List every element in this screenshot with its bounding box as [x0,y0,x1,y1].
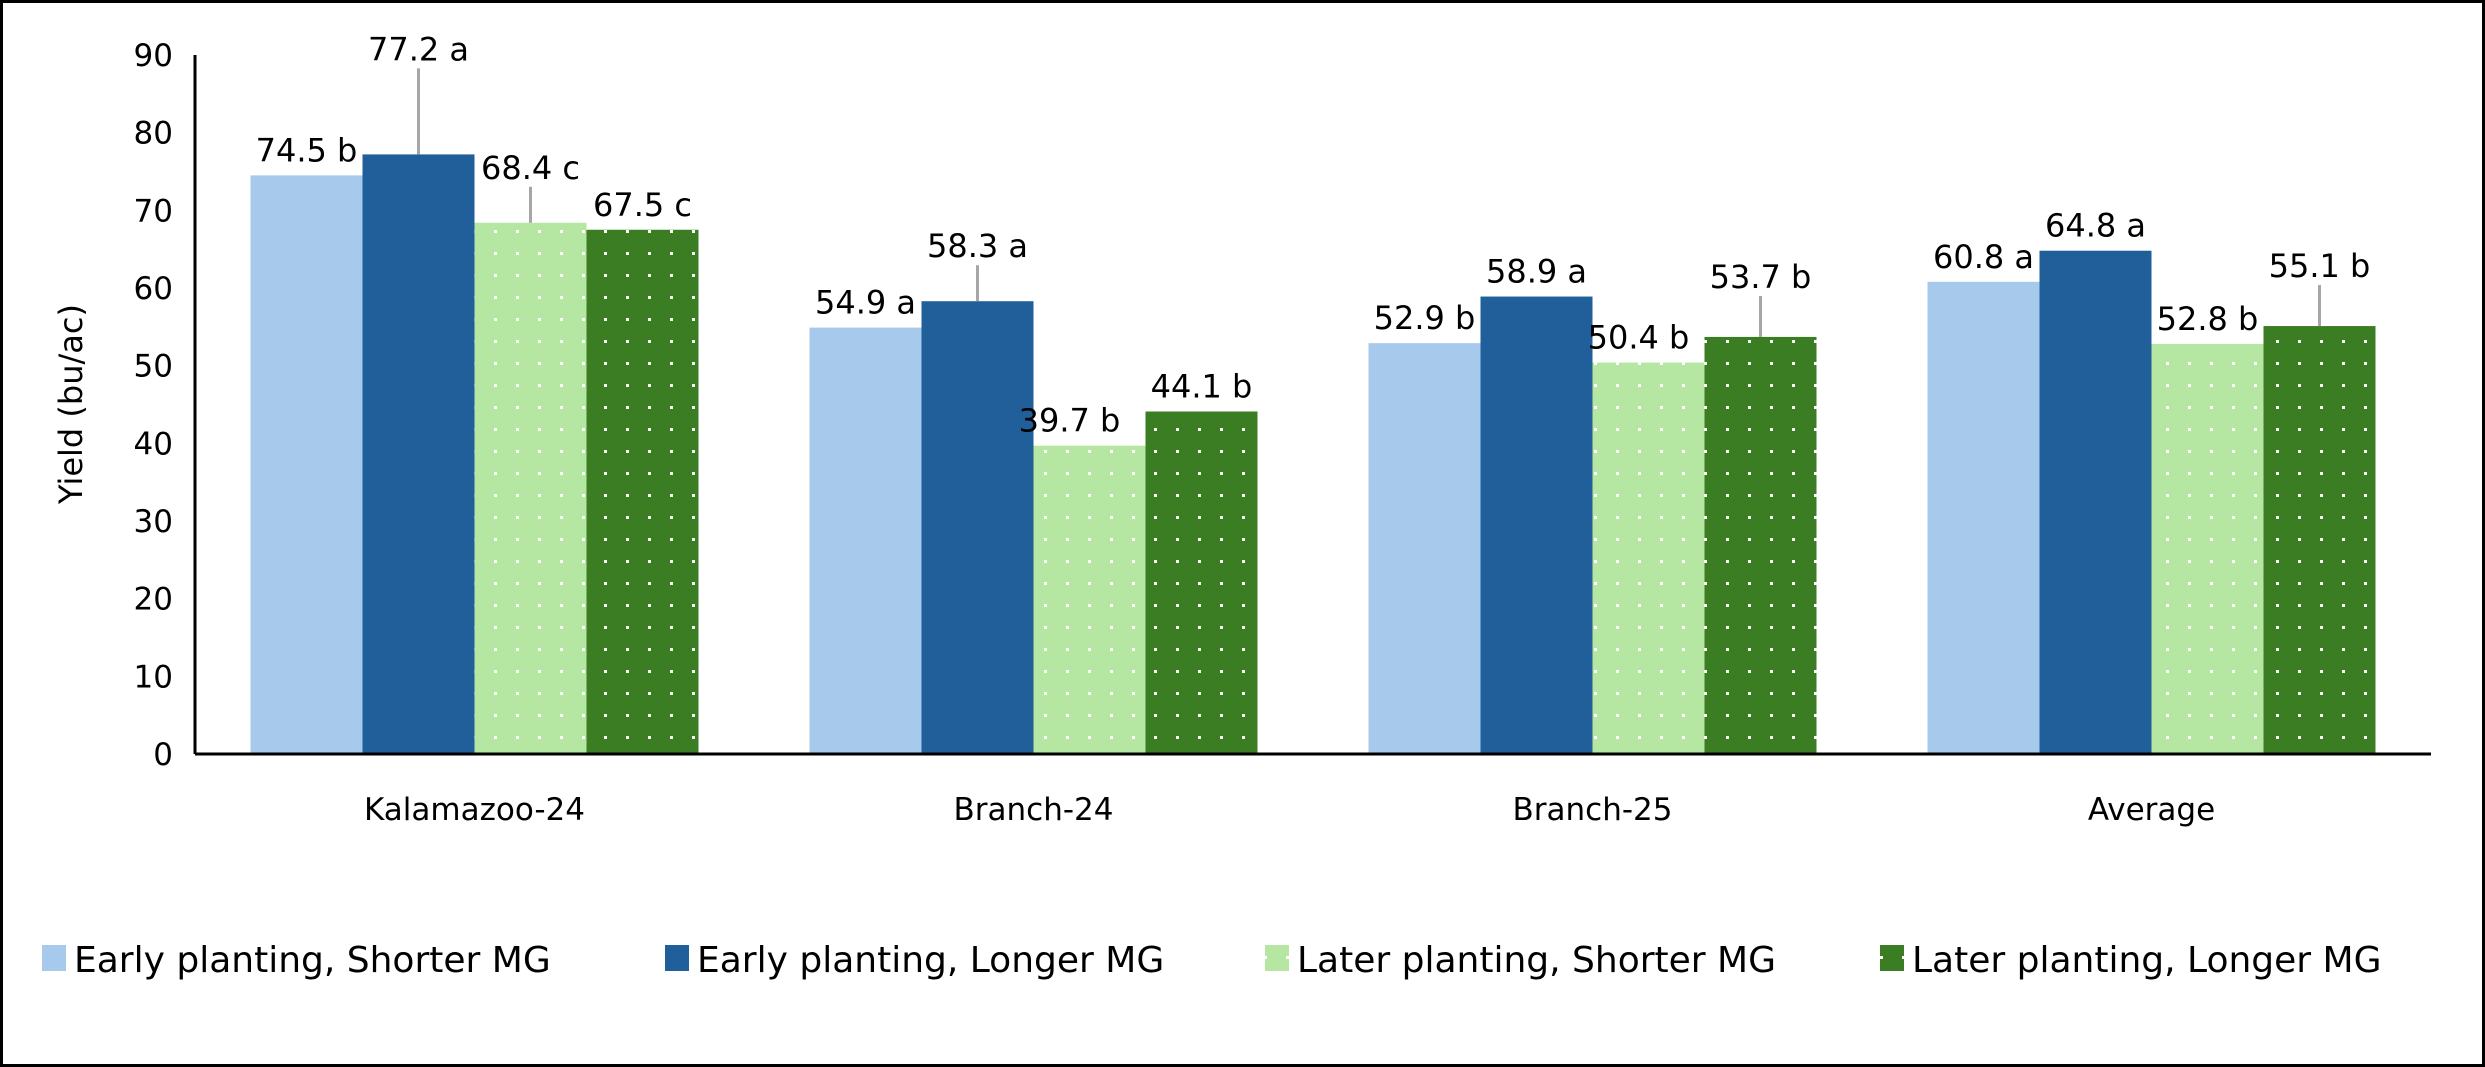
bar [809,327,922,754]
legend-swatch [665,945,689,971]
x-tick-label: Average [2088,792,2215,828]
data-label: 54.9 a [815,284,916,322]
legend-label: Early planting, Longer MG [697,940,1164,981]
data-label: 74.5 b [256,131,358,169]
bar-pattern [1145,411,1258,754]
data-label: 39.7 b [1019,402,1121,440]
bar [921,301,1034,754]
y-tick-label: 20 [134,582,173,618]
bar-pattern [2151,343,2264,754]
data-label: 67.5 c [593,186,692,224]
data-label: 50.4 b [1588,319,1690,357]
bar-pattern [586,229,699,754]
bar [1368,343,1481,754]
bar [1927,281,2040,754]
legend-label: Later planting, Shorter MG [1297,940,1776,981]
bar-pattern [1033,445,1146,754]
data-label: 53.7 b [1710,258,1812,296]
data-label: 77.2 a [368,30,469,68]
legend-swatch-pattern [1880,945,1904,971]
y-tick-label: 40 [134,426,173,462]
data-label: 58.3 a [927,227,1028,265]
y-tick-label: 0 [153,737,173,773]
bar-pattern [2263,326,2376,754]
data-label: 68.4 c [481,149,580,187]
legend-swatch [42,945,66,971]
y-tick-label: 70 [134,193,173,229]
bar [250,175,363,755]
y-tick-label: 80 [134,116,173,152]
bar [2039,250,2152,754]
y-tick-label: 60 [134,271,173,307]
bar [1480,296,1593,754]
data-label: 52.8 b [2157,300,2259,338]
bar-pattern [474,222,587,754]
data-label: 55.1 b [2269,247,2371,285]
y-tick-label: 50 [134,349,173,385]
legend-label: Later planting, Longer MG [1912,940,2382,981]
bar [362,154,475,754]
x-tick-label: Kalamazoo-24 [364,792,585,828]
y-tick-label: 90 [134,38,173,74]
data-label: 60.8 a [1933,238,2034,276]
data-label: 58.9 a [1486,253,1587,291]
legend-swatch-pattern [1265,945,1289,971]
y-axis-label: Yield (bu/ac) [52,304,90,505]
data-label: 64.8 a [2045,207,2146,245]
bar-pattern [1704,336,1817,754]
y-tick-label: 10 [134,659,173,695]
x-tick-label: Branch-25 [1513,792,1673,828]
legend-label: Early planting, Shorter MG [74,940,551,981]
y-tick-label: 30 [134,504,173,540]
data-label: 44.1 b [1151,367,1253,405]
data-label: 52.9 b [1374,299,1476,337]
bar-pattern [1592,362,1705,754]
x-tick-label: Branch-24 [954,792,1114,828]
